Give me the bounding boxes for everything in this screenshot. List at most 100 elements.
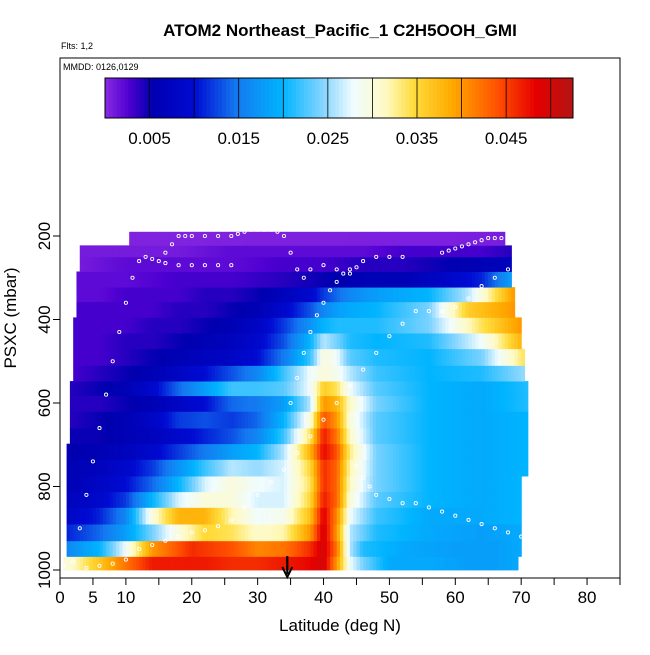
heatmap-cell xyxy=(267,540,272,557)
heatmap-cell xyxy=(419,524,423,542)
heatmap-cell xyxy=(340,317,344,334)
heatmap-cell xyxy=(508,365,512,382)
heatmap-cell xyxy=(442,271,447,288)
heatmap-cell xyxy=(181,395,186,412)
heatmap-cell xyxy=(221,540,226,557)
heatmap-cell xyxy=(155,491,160,508)
heatmap-cell xyxy=(508,301,512,318)
heatmap-cell xyxy=(386,301,391,318)
heatmap-cell xyxy=(208,507,213,525)
x-tick-label: 5 xyxy=(88,588,97,607)
heatmap-cell xyxy=(247,317,252,334)
heatmap-cell xyxy=(415,459,420,477)
colorbar-segment xyxy=(561,78,566,118)
heatmap-cells xyxy=(63,231,529,571)
heatmap-cell xyxy=(409,317,414,334)
heatmap-cell xyxy=(494,381,499,397)
heatmap-cell xyxy=(274,348,279,366)
heatmap-cell xyxy=(188,476,193,493)
heatmap-cell xyxy=(290,459,295,477)
heatmap-cell xyxy=(73,428,78,445)
heatmap-cell xyxy=(494,556,499,571)
heatmap-cell xyxy=(336,301,341,318)
heatmap-cell xyxy=(83,476,87,493)
heatmap-cell xyxy=(326,365,331,382)
heatmap-cell xyxy=(313,271,318,288)
heatmap-cell xyxy=(307,507,311,525)
heatmap-cell xyxy=(422,524,427,542)
heatmap-cell xyxy=(221,256,226,272)
heatmap-cell xyxy=(396,540,400,557)
heatmap-cell xyxy=(415,348,420,366)
heatmap-cell xyxy=(244,524,249,542)
heatmap-cell xyxy=(422,428,427,445)
heatmap-cell xyxy=(201,524,206,542)
heatmap-cell xyxy=(247,491,252,508)
heatmap-cell xyxy=(148,443,153,460)
heatmap-cell xyxy=(369,443,374,460)
flight-track-point xyxy=(295,375,300,380)
heatmap-cell xyxy=(498,395,503,412)
heatmap-cell xyxy=(102,271,107,288)
heatmap-cell xyxy=(79,287,84,303)
heatmap-cell xyxy=(353,540,358,557)
heatmap-cell xyxy=(86,476,91,493)
heatmap-cell xyxy=(501,556,506,571)
heatmap-cell xyxy=(498,524,503,542)
heatmap-cell xyxy=(172,348,176,366)
heatmap-cell xyxy=(330,395,335,412)
heatmap-cell xyxy=(198,365,203,382)
heatmap-cell xyxy=(468,245,473,258)
heatmap-cell xyxy=(129,317,134,334)
heatmap-cell xyxy=(175,540,180,557)
heatmap-cell xyxy=(386,540,391,557)
heatmap-cell xyxy=(116,256,120,272)
colorbar-segment xyxy=(385,78,391,118)
heatmap-cell xyxy=(316,556,321,571)
heatmap-cell xyxy=(491,507,496,525)
heatmap-cell xyxy=(132,256,137,272)
heatmap-cell xyxy=(484,381,489,397)
heatmap-cell xyxy=(392,245,397,258)
heatmap-cell xyxy=(442,395,447,412)
heatmap-cell xyxy=(366,491,371,508)
colorbar-segment xyxy=(346,78,352,118)
heatmap-cell xyxy=(284,271,288,288)
heatmap-cell xyxy=(448,491,453,508)
heatmap-cell xyxy=(508,540,512,557)
heatmap-cell xyxy=(162,317,167,334)
heatmap-cell xyxy=(415,395,420,412)
heatmap-cell xyxy=(435,256,440,272)
heatmap-cell xyxy=(372,256,377,272)
heatmap-cell xyxy=(432,301,437,318)
heatmap-cell xyxy=(145,476,150,493)
heatmap-cell xyxy=(204,540,209,557)
heatmap-cell xyxy=(277,256,282,272)
heatmap-cell xyxy=(116,443,120,460)
heatmap-cell xyxy=(119,507,124,525)
heatmap-cell xyxy=(260,491,265,508)
flight-track-point xyxy=(321,300,326,305)
heatmap-cell xyxy=(241,231,246,246)
heatmap-cell xyxy=(409,428,414,445)
heatmap-cell xyxy=(122,287,127,303)
heatmap-cell xyxy=(330,443,335,460)
heatmap-cell xyxy=(234,256,239,272)
heatmap-cell xyxy=(508,476,512,493)
heatmap-cell xyxy=(185,524,190,542)
heatmap-cell xyxy=(201,507,206,525)
heatmap-cell xyxy=(386,231,391,246)
heatmap-cell xyxy=(475,524,479,542)
heatmap-cell xyxy=(353,256,358,272)
heatmap-cell xyxy=(165,524,170,542)
heatmap-cell xyxy=(274,381,279,397)
colorbar-segment xyxy=(159,78,164,118)
heatmap-cell xyxy=(514,333,519,350)
heatmap-cell xyxy=(185,287,190,303)
heatmap-cell xyxy=(379,476,384,493)
heatmap-cell xyxy=(514,443,519,460)
heatmap-cell xyxy=(277,491,282,508)
heatmap-cell xyxy=(135,395,140,412)
heatmap-cell xyxy=(231,301,236,318)
heatmap-cell xyxy=(402,428,407,445)
